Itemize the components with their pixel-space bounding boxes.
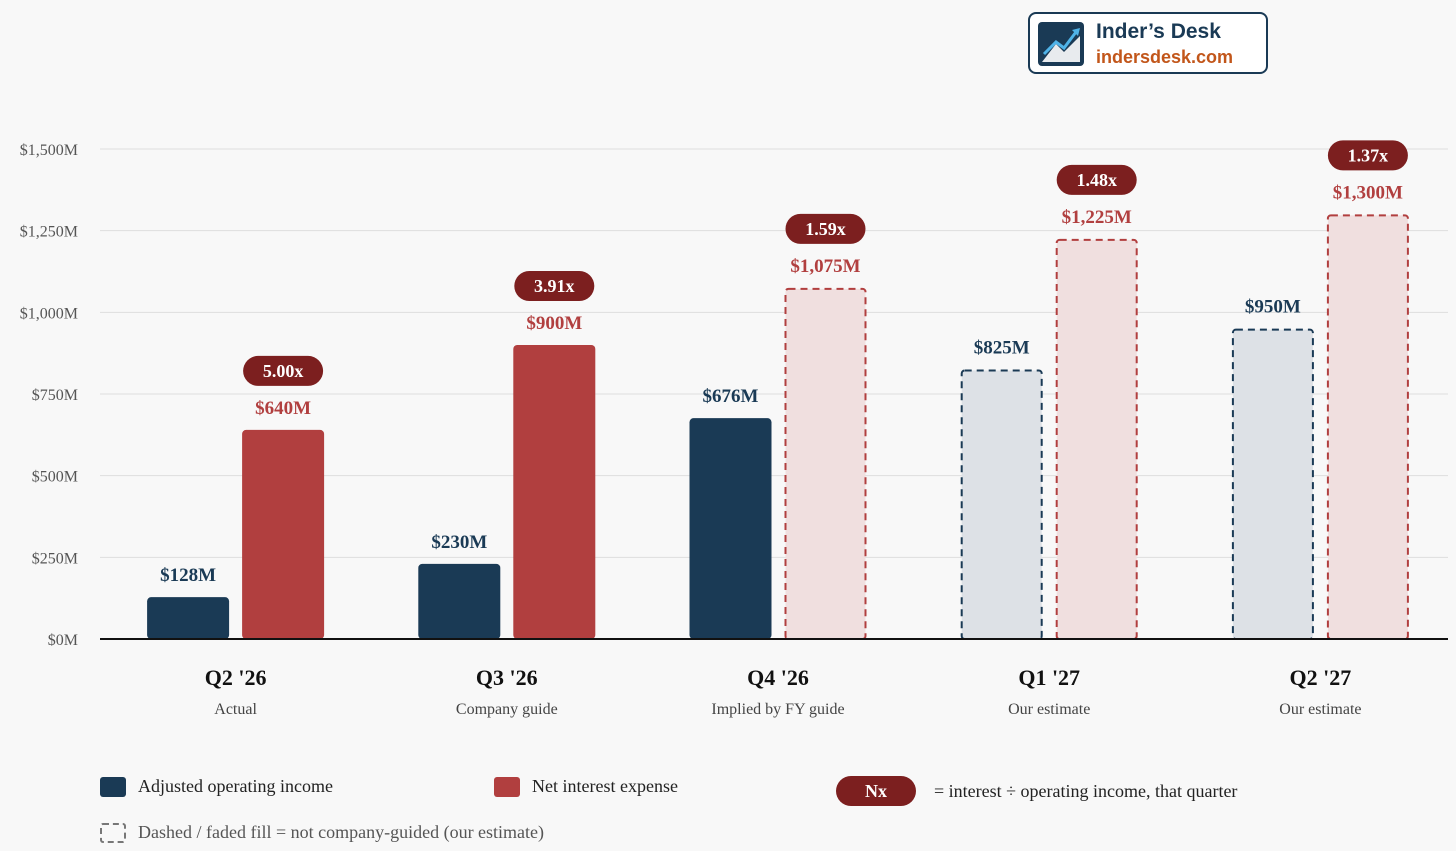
legend-label-operating-income: Adjusted operating income xyxy=(138,776,333,796)
category-label: Q1 '27 xyxy=(1018,665,1080,690)
y-tick-label: $1,500M xyxy=(20,142,78,159)
category-label: Q2 '27 xyxy=(1290,665,1352,690)
category-sublabel: Our estimate xyxy=(1279,701,1361,718)
legend-estimate-note: Dashed / faded fill = not company-guided… xyxy=(138,822,545,842)
y-tick-label: $1,250M xyxy=(20,224,78,241)
data-label: $128M xyxy=(160,565,216,586)
bar-interest-expense xyxy=(513,345,596,639)
ratio-pill xyxy=(1327,140,1408,171)
legend-item-operating-income: Adjusted operating income xyxy=(100,776,333,797)
bar-operating-income-estimate xyxy=(960,369,1043,640)
legend-item-ratio: Nx = interest ÷ operating income, that q… xyxy=(836,776,1237,806)
data-label: $825M xyxy=(974,338,1030,359)
bar-operating-income xyxy=(689,418,772,639)
category-sublabel: Our estimate xyxy=(1008,701,1090,718)
data-label: $640M xyxy=(255,398,311,419)
legend-ratio-pill: Nx xyxy=(836,776,916,806)
category-label: Q2 '26 xyxy=(205,665,267,690)
ratio-label: 3.91x xyxy=(534,276,575,296)
legend-label-interest-expense: Net interest expense xyxy=(532,776,678,796)
data-label: $1,225M xyxy=(1062,207,1132,228)
ratio-pill xyxy=(785,213,866,244)
ratio-pill xyxy=(243,355,324,386)
category-label: Q4 '26 xyxy=(747,665,809,690)
data-label: $1,300M xyxy=(1333,182,1403,203)
y-tick-label: $750M xyxy=(32,387,78,404)
trend-chart-logo-icon xyxy=(1038,22,1084,66)
legend-item-interest-expense: Net interest expense xyxy=(494,776,678,797)
bar-interest-expense-estimate xyxy=(1326,214,1409,640)
ratio-pill xyxy=(514,271,595,301)
bar-interest-expense xyxy=(242,429,325,639)
legend-ratio-text: = interest ÷ operating income, that quar… xyxy=(934,780,1238,801)
brand-badge: Inder’s Desk indersdesk.com xyxy=(1028,12,1268,74)
ratio-label: 5.00x xyxy=(263,361,304,381)
brand-name: Inder’s Desk xyxy=(1096,20,1221,43)
category-label: Q3 '26 xyxy=(476,665,538,690)
category-sublabel: Implied by FY guide xyxy=(711,701,844,718)
bar-interest-expense-estimate xyxy=(784,287,867,640)
data-label: $900M xyxy=(526,313,582,334)
legend-swatch-interest-expense xyxy=(494,776,520,797)
bar-operating-income xyxy=(147,597,230,639)
ratio-pill xyxy=(1056,164,1137,195)
y-tick-label: $1,000M xyxy=(20,305,78,322)
category-sublabel: Actual xyxy=(214,701,257,718)
category-sublabel: Company guide xyxy=(456,701,558,718)
brand-url: indersdesk.com xyxy=(1096,47,1234,67)
legend-swatch-operating-income xyxy=(100,776,126,797)
ratio-label: 1.37x xyxy=(1348,145,1389,165)
data-label: $676M xyxy=(703,386,759,407)
data-label: $230M xyxy=(431,532,487,553)
legend-item-estimate: Dashed / faded fill = not company-guided… xyxy=(100,822,544,843)
bar-operating-income xyxy=(418,563,501,639)
data-label: $1,075M xyxy=(790,256,860,277)
ratio-label: 1.59x xyxy=(805,219,846,239)
legend-dashed-swatch xyxy=(100,822,126,843)
y-tick-label: $0M xyxy=(48,632,78,649)
data-label: $950M xyxy=(1245,297,1301,318)
y-tick-label: $250M xyxy=(32,550,78,567)
y-tick-label: $500M xyxy=(32,469,78,486)
bar-interest-expense-estimate xyxy=(1055,238,1138,640)
bar-operating-income-estimate xyxy=(1231,328,1314,640)
ratio-label: 1.48x xyxy=(1076,170,1117,190)
